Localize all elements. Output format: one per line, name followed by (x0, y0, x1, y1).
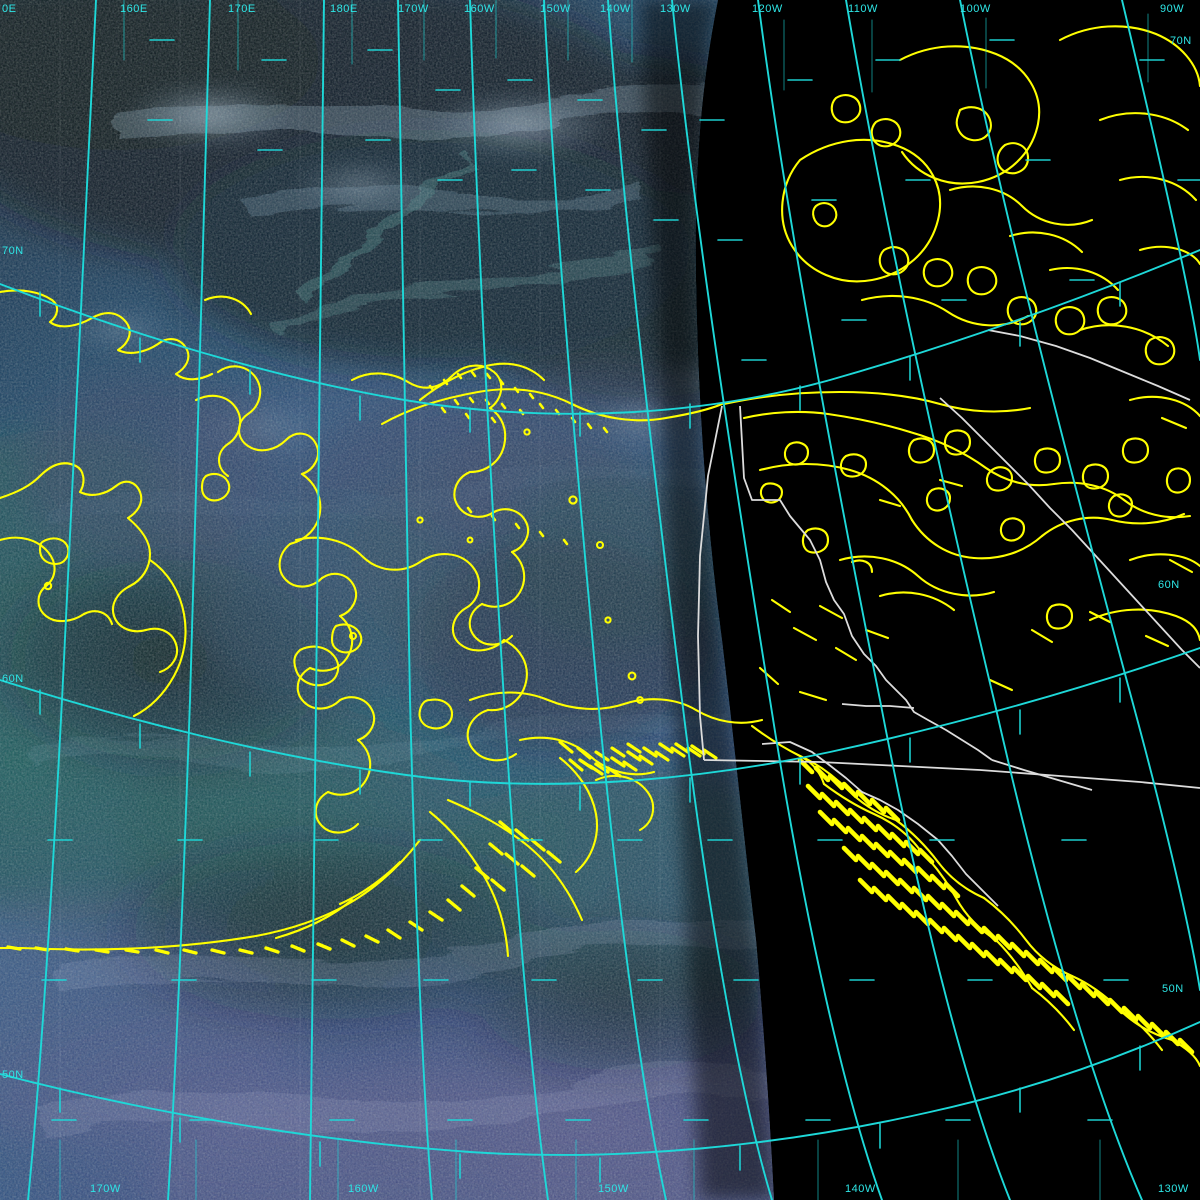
minor-ticks (59, 0, 1149, 1200)
grid-label-top: 170E (228, 3, 256, 15)
meridian-120W (757, 0, 1011, 1200)
grid-label-right: 70N (1170, 35, 1192, 47)
grid-label-left: 70N (2, 245, 24, 257)
grid-label-top: 120W (752, 3, 783, 15)
parallel-50N (0, 1021, 1200, 1156)
meridian-150W (543, 0, 667, 1200)
grid-label-right: 50N (1162, 983, 1184, 995)
grid-label-top: 160E (120, 3, 148, 15)
meridian-ticks (41, 39, 1200, 1121)
grid-label-top: 130W (660, 3, 691, 15)
grid-label-bottom: 150W (598, 1183, 629, 1195)
aleutian-island-detail (6, 742, 706, 955)
day-night-terminator (640, 0, 774, 1200)
meridian-100W (959, 0, 1200, 991)
grid-label-bottom: 140W (845, 1183, 876, 1195)
meridian-170W (397, 0, 433, 1200)
grid-label-left: 50N (2, 1069, 24, 1081)
meridian-180 (309, 0, 325, 1200)
grid-label-top: 150W (540, 3, 571, 15)
meridian-160W (469, 0, 549, 1200)
fjord-coast-detail (797, 757, 1195, 1055)
graticule-labels: 0E 160E 170E 180E 170W 160W 150W 140W 13… (2, 3, 1192, 1195)
parallel-60N (0, 647, 1200, 785)
grid-label-top: 160W (464, 3, 495, 15)
grid-label-top: 0E (2, 3, 16, 15)
meridian-130W (671, 0, 883, 1200)
grid-label-bottom: 130W (1158, 1183, 1189, 1195)
grid-label-right: 60N (1158, 579, 1180, 591)
grid-label-top: 140W (600, 3, 631, 15)
grid-label-bottom: 170W (90, 1183, 121, 1195)
grid-label-bottom: 160W (348, 1183, 379, 1195)
grid-label-top: 110W (848, 3, 878, 15)
parallel-70N (0, 249, 1200, 415)
meridian-110W (845, 0, 1143, 1200)
grid-label-top: 180E (330, 3, 358, 15)
meridian-170E (167, 0, 211, 1200)
grid-label-left: 60N (2, 673, 24, 685)
meridian-90W (1121, 0, 1200, 361)
grid-label-top: 100W (960, 3, 991, 15)
meridian-140W (607, 0, 773, 1200)
parallel-ticks (39, 281, 1141, 1183)
grid-label-top: 170W (398, 3, 429, 15)
grid-label-top: 90W (1160, 3, 1184, 15)
